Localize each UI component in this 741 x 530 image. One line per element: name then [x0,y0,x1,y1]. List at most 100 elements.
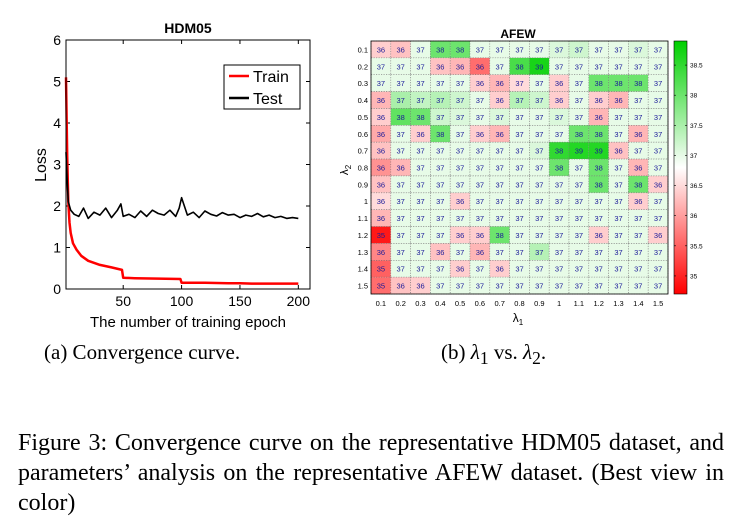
heatmap-cell-label: 37 [535,130,543,139]
heatmap-cell-label: 37 [456,282,464,291]
heatmap-cell-label: 37 [416,147,424,156]
heatmap-cell-label: 37 [397,180,405,189]
heatmap-cell-label: 37 [416,45,424,54]
heatmap-cell-label: 37 [416,180,424,189]
heatmap-cell-label: 37 [496,62,504,71]
subcaption-a: (a) Convergence curve. [44,340,241,364]
heatmap-x-tick-label: 1 [557,299,561,308]
heatmap-cell-label: 36 [595,231,603,240]
heatmap-cell-label: 37 [555,130,563,139]
y-tick-label: 4 [53,115,61,131]
heatmap-cell-label: 37 [456,130,464,139]
heatmap-cell [628,209,649,227]
heatmap-cell-label: 38 [496,231,504,240]
heatmap-y-tick-label: 0.5 [358,113,368,122]
heatmap-x-tick-label: 0.1 [376,299,386,308]
legend: Train Test [223,64,301,110]
heatmap-cell [469,243,491,261]
heatmap-cell-label: 36 [456,197,464,206]
y-tick-label: 6 [53,32,61,48]
heatmap-cell [370,108,392,126]
heatmap-cell-label: 37 [456,113,464,122]
heatmap-cell-label: 37 [595,265,603,274]
heatmap-cell-label: 36 [496,79,504,88]
heatmap-cell-label: 37 [634,248,642,257]
heatmap-cell-label: 37 [515,265,523,274]
heatmap-cell-label: 36 [397,164,405,173]
heatmap-cell [370,259,392,278]
heatmap-cell-label: 37 [397,96,405,105]
heatmap-cell-label: 39 [595,147,603,156]
subcaption-b-end: . [540,340,547,364]
heatmap-cell [628,141,649,160]
heatmap-cell [469,226,491,244]
y-tick-label: 0 [53,281,61,297]
heatmap-cell [568,259,590,278]
heatmap-cell-label: 37 [436,147,444,156]
colorbar-tick-label: 38.5 [690,63,703,70]
heatmap-cell [410,243,431,261]
heatmap-cell-label: 36 [377,96,385,105]
heatmap-cell-label: 37 [555,231,563,240]
heatmap-x-label: λ1 [513,311,524,327]
heatmap-cell [588,91,609,109]
heatmap-cell-label: 37 [515,164,523,173]
heatmap-cell [568,125,590,143]
heatmap-cell-label: 37 [555,62,563,71]
heatmap-cell-label: 37 [575,164,583,173]
heatmap-cell-label: 37 [654,130,662,139]
heatmap-cell-label: 36 [634,197,642,206]
y-tick-label: 5 [53,74,61,90]
heatmap-cell-label: 37 [416,197,424,206]
heatmap-cell [588,125,609,143]
heatmap-cell-label: 37 [416,231,424,240]
heatmap-cell [370,226,392,244]
heatmap-cell-label: 37 [397,147,405,156]
heatmap-cell-label: 36 [476,62,484,71]
heatmap-cell [469,57,491,76]
heatmap-cell-label: 37 [575,282,583,291]
heatmap-cell [370,125,392,143]
plot-frame [65,39,311,290]
heatmap-cell [410,192,431,210]
heatmap-cell-label: 35 [377,265,385,274]
heatmap-cell [568,209,590,227]
heatmap-cell-label: 36 [377,113,385,122]
heatmap-cell-label: 37 [654,79,662,88]
heatmap-cell [469,141,491,160]
heatmap-cell-label: 37 [614,180,622,189]
colorbar [673,40,688,295]
heatmap-cell-label: 37 [555,265,563,274]
heatmap-cell-label: 37 [535,164,543,173]
heatmap-y-tick-label: 0.8 [358,164,368,173]
heatmap-cell-label: 37 [515,113,523,122]
heatmap-cell-label: 37 [436,79,444,88]
heatmap-cell-label: 37 [476,214,484,223]
heatmap-cell-label: 37 [436,164,444,173]
heatmap-cell-label: 37 [555,180,563,189]
heatmap-cell [588,226,609,244]
heatmap-cell-label: 37 [535,214,543,223]
heatmap-y-tick-label: 0.6 [358,130,368,139]
heatmap-cell [410,57,431,76]
heatmap-cell-label: 38 [595,79,603,88]
heatmap-cell-label: 37 [496,214,504,223]
heatmap-cell-label: 37 [416,214,424,223]
heatmap-ticks: 0.1 0.2 0.3 0.4 0.5 0.6 0.7 0.8 0.9 1 1.1 1.2 1.3 1.4… [358,45,664,308]
heatmap-cell [370,91,392,109]
heatmap-cell [469,276,491,295]
heatmap-cell-label: 37 [416,79,424,88]
heatmap-cell-label: 38 [595,164,603,173]
lambda-1: λ [470,340,480,364]
heatmap-cell [370,209,392,227]
heatmap-cell-label: 37 [614,282,622,291]
heatmap-cell-label: 38 [575,130,583,139]
heatmap-cell-label: 37 [535,282,543,291]
x-tick-label: 100 [170,293,194,309]
heatmap-cell [410,108,431,126]
heatmap-cell-label: 37 [614,62,622,71]
heatmap-cell-label: 37 [515,282,523,291]
heatmap-cell-label: 38 [416,113,424,122]
lambda-2-sub: 2 [532,348,541,369]
